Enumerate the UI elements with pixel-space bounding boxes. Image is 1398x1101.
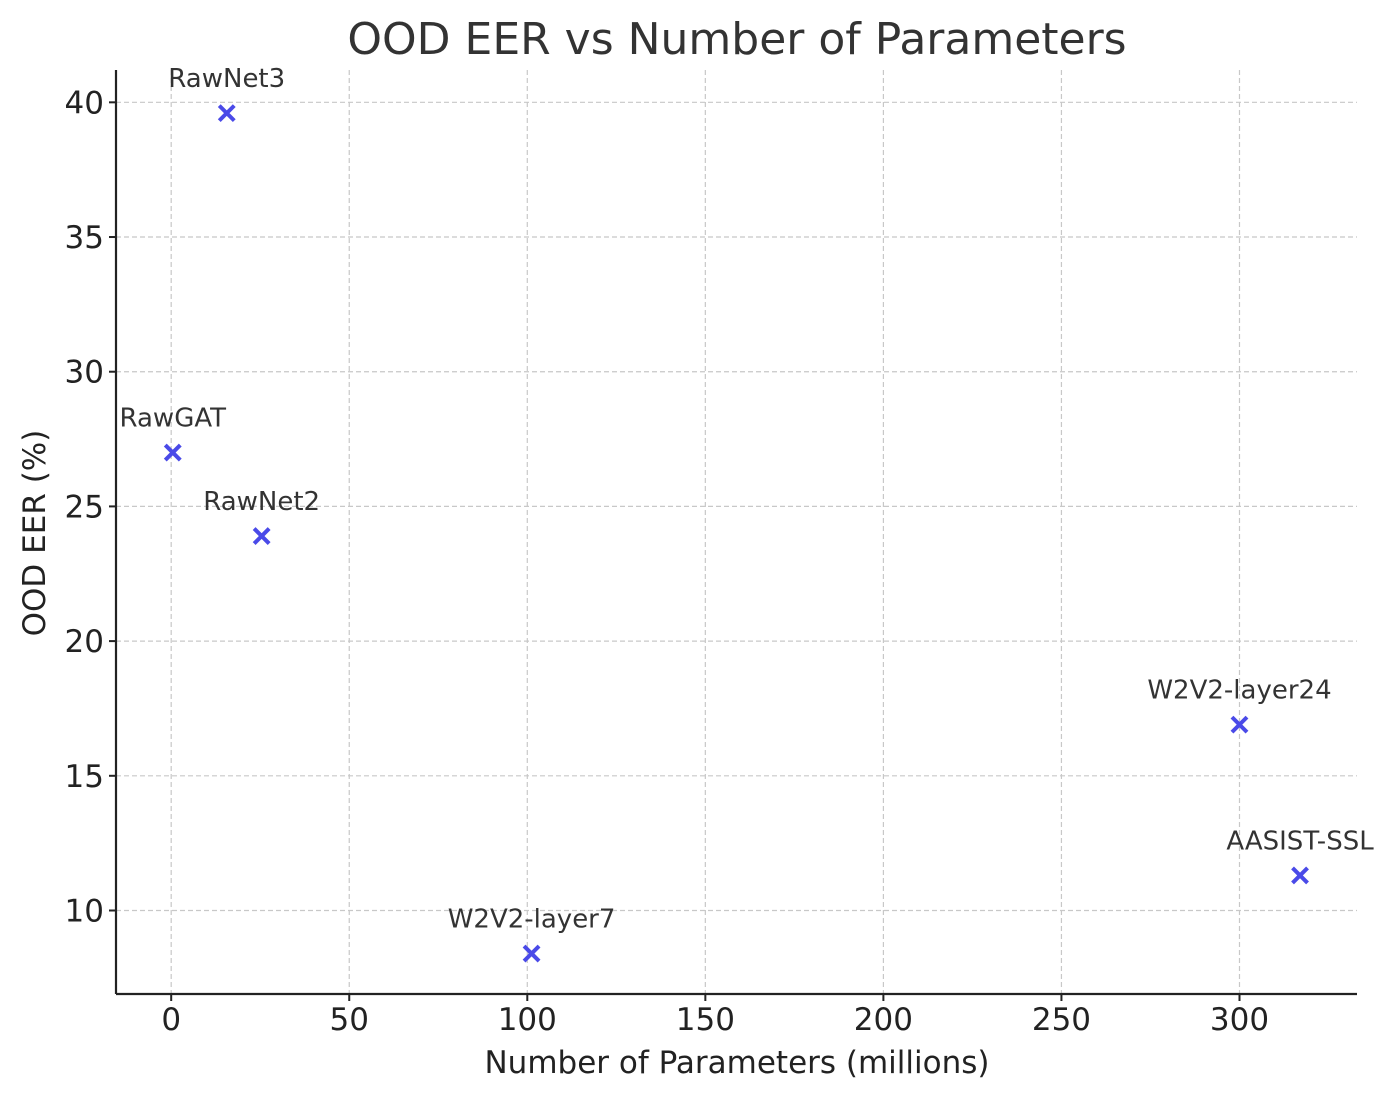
y-tick-label: 15 <box>65 759 104 795</box>
x-tick-label: 300 <box>1210 1002 1269 1038</box>
data-point-marker <box>522 944 541 963</box>
y-tick-label: 35 <box>65 220 104 256</box>
data-point-marker <box>1230 715 1249 734</box>
point-label: W2V2-layer7 <box>448 905 616 935</box>
y-tick-label: 10 <box>65 893 104 929</box>
point-labels: RawNet3 RawGAT RawNet2 W2V2-layer7 W2V2-laye… <box>120 64 1375 934</box>
point-label: RawNet3 <box>168 64 285 94</box>
tick-labels: 0 50 100 150 200 250 300 10 15 20 25 30 35 40 <box>65 85 1270 1038</box>
data-point-marker <box>1291 866 1309 885</box>
data-point-marker <box>217 104 236 123</box>
chart-title: OOD EER vs Number of Parameters <box>347 14 1126 65</box>
y-tick-label: 30 <box>65 355 104 391</box>
x-tick-label: 0 <box>161 1002 181 1038</box>
data-point-marker <box>252 527 271 545</box>
y-tick-label: 40 <box>65 85 104 121</box>
x-tick-label: 150 <box>676 1002 735 1038</box>
point-label: RawNet2 <box>203 487 320 517</box>
x-tick-label: 50 <box>330 1002 369 1038</box>
x-tick-label: 100 <box>498 1002 557 1038</box>
x-tick-label: 250 <box>1032 1002 1091 1038</box>
data-point-marker <box>163 443 182 462</box>
data-points <box>163 104 1309 963</box>
x-axis-label: Number of Parameters (millions) <box>484 1045 989 1081</box>
grid-lines <box>116 70 1357 994</box>
y-tick-label: 20 <box>65 624 104 660</box>
y-axis-label: OOD EER (%) <box>17 430 53 637</box>
y-tick-label: 25 <box>65 489 104 525</box>
point-label: RawGAT <box>120 404 227 434</box>
point-label: AASIST-SSL <box>1226 826 1374 856</box>
x-tick-label: 200 <box>854 1002 913 1038</box>
point-label: W2V2-layer24 <box>1147 676 1331 706</box>
axes <box>114 70 1357 996</box>
